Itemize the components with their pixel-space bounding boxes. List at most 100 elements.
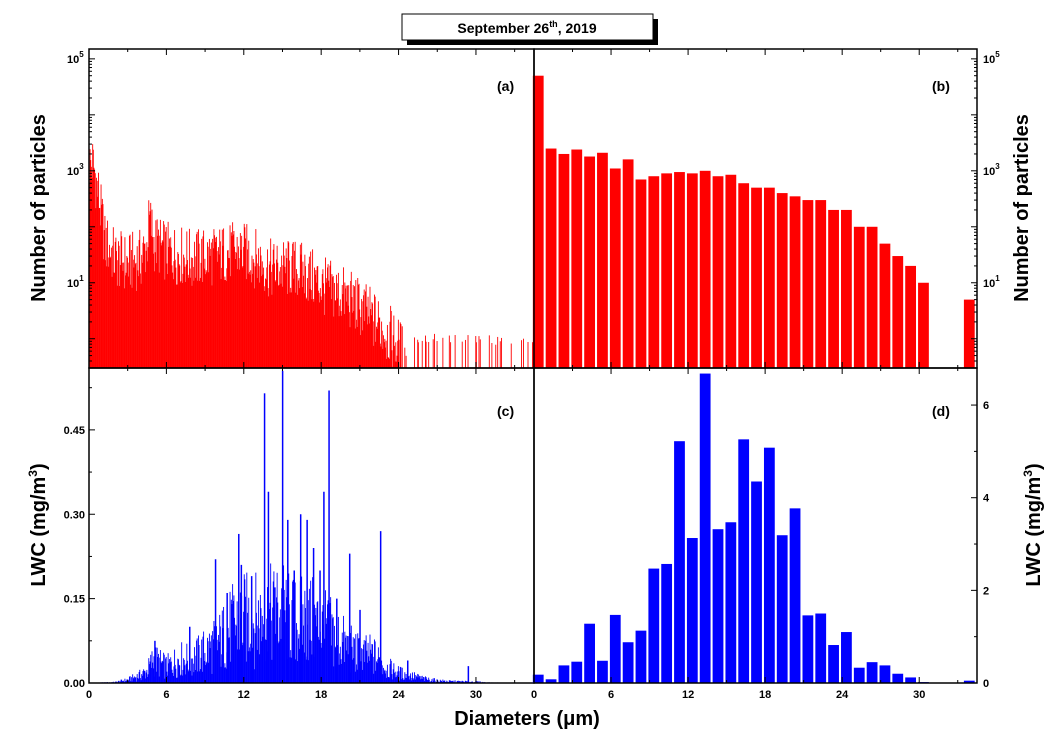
- bar: [208, 633, 210, 683]
- bar: [145, 272, 147, 368]
- bar: [310, 580, 312, 683]
- bar: [317, 636, 319, 683]
- bar: [246, 572, 248, 683]
- bar: [274, 263, 275, 368]
- bar: [111, 276, 113, 368]
- bar: [203, 230, 205, 368]
- bar: [178, 664, 180, 683]
- bar: [368, 660, 370, 683]
- bar: [234, 246, 236, 368]
- bar: [738, 439, 750, 683]
- bar: [277, 262, 279, 368]
- bar: [201, 238, 203, 368]
- bar: [128, 276, 130, 368]
- bar: [286, 293, 288, 368]
- bar: [527, 341, 529, 368]
- bar: [335, 646, 337, 683]
- bar: [373, 345, 375, 368]
- bar: [257, 625, 259, 683]
- bar: [376, 662, 378, 683]
- y-tick-label: 105: [67, 50, 84, 66]
- spike-bar: [306, 519, 308, 683]
- bar: [129, 234, 131, 368]
- bar: [236, 252, 237, 368]
- bar: [283, 255, 285, 368]
- bar: [204, 652, 206, 683]
- spike-bar: [267, 491, 270, 683]
- bar: [262, 274, 264, 368]
- y-tick-label: 101: [983, 274, 1000, 290]
- bar: [179, 675, 181, 683]
- bar: [106, 266, 108, 368]
- bar: [366, 662, 368, 683]
- bar: [257, 263, 259, 368]
- bar: [290, 650, 292, 683]
- bar: [963, 299, 975, 368]
- y-tick-label: 0.45: [64, 425, 85, 437]
- bar: [236, 601, 238, 683]
- x-tick-label: 0: [531, 689, 537, 701]
- bar: [751, 187, 762, 368]
- bar: [310, 290, 312, 368]
- bar: [167, 675, 168, 683]
- bar: [265, 639, 266, 683]
- bar: [301, 242, 303, 368]
- bar: [181, 675, 183, 683]
- bar: [366, 650, 368, 683]
- bar: [217, 634, 219, 683]
- bar: [128, 680, 130, 683]
- bar: [188, 277, 190, 368]
- bar: [161, 660, 163, 683]
- bar: [142, 242, 144, 368]
- bar: [440, 680, 442, 683]
- bar: [237, 246, 239, 368]
- bar: [101, 204, 103, 368]
- bar: [495, 344, 497, 368]
- panel-b-label: (b): [932, 78, 950, 94]
- bar: [228, 637, 230, 683]
- bar: [146, 669, 148, 683]
- bar: [223, 606, 225, 683]
- bar: [479, 339, 481, 368]
- bar: [408, 676, 410, 683]
- bar: [209, 255, 211, 368]
- bar: [405, 677, 406, 683]
- bar: [241, 645, 243, 683]
- bar: [115, 237, 117, 368]
- bar: [210, 242, 212, 368]
- bar: [256, 254, 257, 368]
- bar: [290, 657, 292, 683]
- bar: [176, 677, 178, 683]
- bar: [110, 256, 112, 368]
- spike-bar: [240, 564, 243, 683]
- bar: [364, 661, 366, 683]
- bar: [98, 172, 99, 368]
- bar: [423, 677, 424, 683]
- bar: [93, 167, 95, 368]
- bar: [354, 671, 356, 683]
- bar: [417, 342, 419, 368]
- bar: [232, 222, 234, 368]
- bar: [414, 679, 416, 683]
- bar: [234, 617, 236, 683]
- bar: [136, 290, 137, 368]
- bar: [168, 238, 170, 368]
- bar: [285, 248, 287, 368]
- bar: [331, 274, 333, 368]
- bar: [222, 628, 224, 683]
- bar: [286, 258, 288, 368]
- bar: [134, 264, 136, 368]
- bar: [142, 671, 144, 683]
- bar: [332, 618, 334, 683]
- bar: [385, 673, 386, 683]
- bar: [251, 255, 253, 368]
- bar: [280, 283, 282, 368]
- bar: [373, 673, 375, 683]
- bar: [256, 612, 257, 683]
- x-tick-label: 24: [392, 689, 405, 701]
- bar: [161, 240, 163, 368]
- bar: [97, 196, 99, 368]
- bar: [387, 676, 389, 683]
- bar: [306, 297, 308, 368]
- bar: [205, 270, 207, 368]
